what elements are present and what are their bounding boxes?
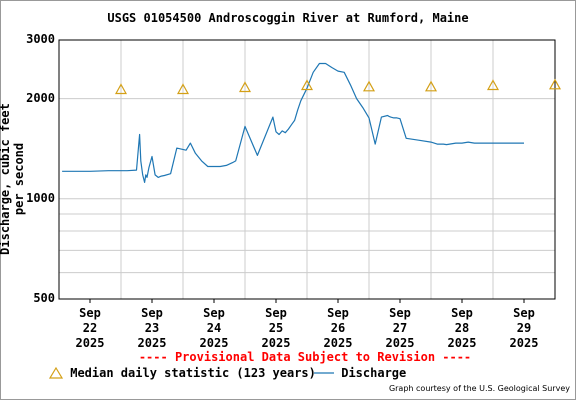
legend-discharge: Discharge (314, 366, 406, 380)
x-tick-label: Sep 27 2025 (385, 306, 415, 350)
median-marker (424, 80, 438, 92)
legend-median-label: Median daily statistic (123 years) (70, 366, 316, 380)
y-tick-label: 1000 (26, 190, 55, 205)
provisional-notice: ---- Provisional Data Subject to Revisio… (138, 350, 472, 364)
legend-discharge-label: Discharge (341, 366, 407, 380)
chart-title: USGS 01054500 Androscoggin River at Rumf… (107, 11, 469, 25)
median-marker (486, 79, 500, 91)
x-tick-label: Sep 25 2025 (261, 306, 291, 350)
median-marker (362, 80, 376, 92)
triangle-icon (49, 366, 63, 379)
y-tick-label: 2000 (26, 90, 55, 105)
x-tick-label: Sep 22 2025 (75, 306, 105, 350)
x-tick-label: Sep 26 2025 (323, 306, 353, 350)
median-marker (238, 81, 252, 93)
line-swatch-icon (314, 371, 334, 374)
x-tick-label: Sep 28 2025 (447, 306, 477, 350)
plot-border (58, 39, 556, 300)
x-tick-label: Sep 29 2025 (509, 306, 539, 350)
median-marker (176, 83, 190, 95)
median-marker (300, 79, 314, 91)
x-tick-label: Sep 23 2025 (137, 306, 167, 350)
legend-median: Median daily statistic (123 years) (49, 366, 316, 380)
median-marker (548, 78, 562, 90)
x-tick-label: Sep 24 2025 (199, 306, 229, 350)
credit-text: Graph courtesy of the U.S. Geological Su… (388, 384, 570, 393)
discharge-line (62, 62, 524, 183)
y-tick-label: 500 (33, 291, 55, 305)
y-tick-label: 3000 (26, 32, 55, 46)
median-marker (114, 83, 128, 95)
